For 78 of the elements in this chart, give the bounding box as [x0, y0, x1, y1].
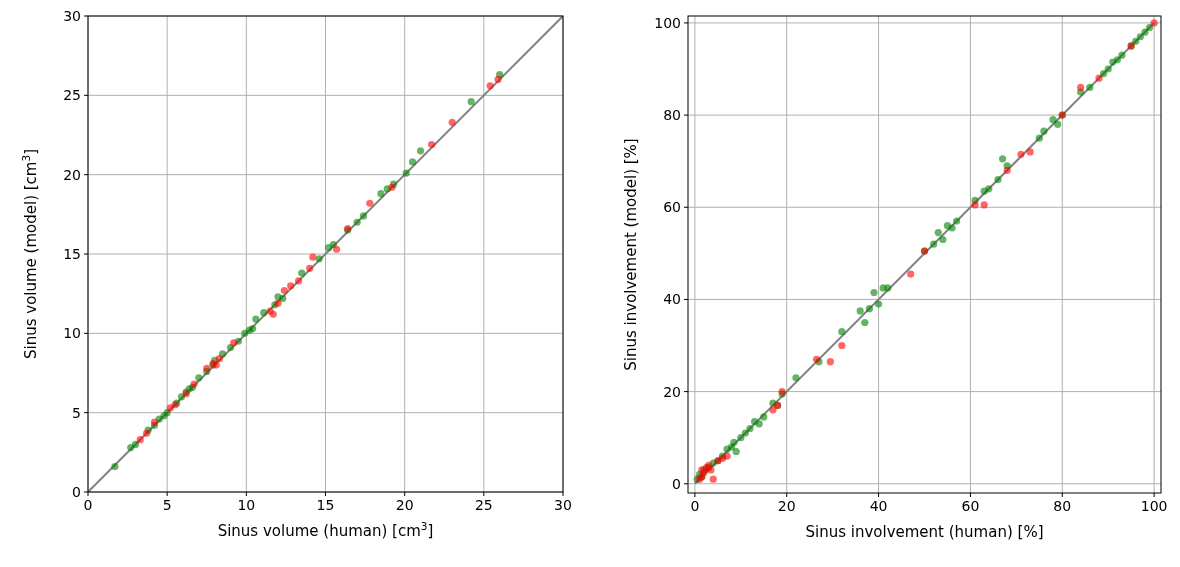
point: [359, 212, 368, 220]
x-tick-label: 25: [474, 497, 493, 513]
point: [1003, 166, 1011, 174]
point: [252, 315, 260, 323]
point: [131, 440, 140, 448]
point: [325, 244, 333, 252]
point: [448, 118, 456, 126]
y-tick-label: 80: [663, 106, 681, 123]
y-tick-label: 100: [654, 14, 681, 31]
point: [226, 344, 235, 352]
point: [980, 201, 988, 209]
point: [838, 341, 846, 350]
point: [494, 75, 502, 84]
y-tick-label: 5: [72, 404, 81, 421]
y-tick-label: 20: [663, 383, 681, 400]
y-tick-label: 10: [63, 325, 81, 342]
point: [377, 190, 385, 198]
point: [486, 82, 494, 90]
point: [1026, 148, 1034, 156]
point: [215, 355, 224, 363]
y-tick-label: 40: [663, 291, 681, 308]
point: [907, 270, 915, 278]
point: [1017, 150, 1025, 158]
point: [408, 158, 417, 166]
point: [332, 245, 341, 253]
point: [111, 463, 119, 471]
point: [309, 253, 317, 261]
point: [353, 218, 361, 226]
y-tick-label: 30: [63, 7, 81, 24]
y-axis-title: Sinus involvement (model) [%]: [622, 138, 640, 371]
x-tick-label: 20: [395, 497, 414, 513]
point: [1077, 83, 1085, 92]
x-tick-label: 30: [554, 497, 572, 513]
y-tick-label: 20: [63, 166, 81, 183]
point: [287, 282, 295, 290]
point: [723, 452, 731, 460]
point: [1095, 74, 1103, 82]
point: [427, 140, 436, 149]
point: [467, 98, 475, 106]
x-tick-label: 20: [777, 498, 796, 514]
x-tick-label: 80: [1053, 498, 1072, 514]
x-tick-label: 0: [690, 498, 700, 514]
point: [279, 294, 287, 303]
point: [306, 264, 314, 272]
point: [366, 199, 374, 207]
x-axis-title: Sinus involvement (human) [%]: [805, 523, 1044, 541]
point: [294, 277, 303, 285]
point: [136, 436, 144, 444]
point: [298, 269, 306, 277]
point: [241, 329, 249, 337]
point: [402, 169, 410, 177]
x-tick-label: 0: [83, 497, 93, 513]
point: [709, 475, 717, 483]
point: [260, 309, 268, 317]
y-tick-label: 60: [663, 199, 681, 216]
point: [1150, 19, 1158, 27]
point: [826, 358, 834, 366]
point: [230, 339, 238, 347]
point: [195, 374, 203, 382]
point: [249, 324, 257, 333]
y-tick-label: 0: [72, 483, 81, 500]
point: [769, 406, 777, 414]
y-tick-label: 25: [63, 87, 81, 104]
x-tick-label: 15: [316, 497, 335, 513]
y-tick-label: 15: [63, 245, 81, 262]
point: [416, 147, 425, 155]
x-tick-label: 40: [869, 498, 888, 514]
point: [280, 286, 288, 295]
x-tick-label: 100: [1140, 498, 1168, 514]
x-tick-label: 5: [162, 497, 172, 513]
point: [177, 393, 186, 401]
y-tick-label: 0: [672, 475, 681, 492]
point: [329, 240, 338, 249]
x-tick-label: 60: [961, 498, 980, 514]
x-axis-title: Sinus volume (human) [cm$^{3}$]: [217, 520, 434, 540]
point: [315, 255, 323, 263]
point: [971, 201, 979, 209]
x-tick-label: 10: [237, 497, 256, 513]
